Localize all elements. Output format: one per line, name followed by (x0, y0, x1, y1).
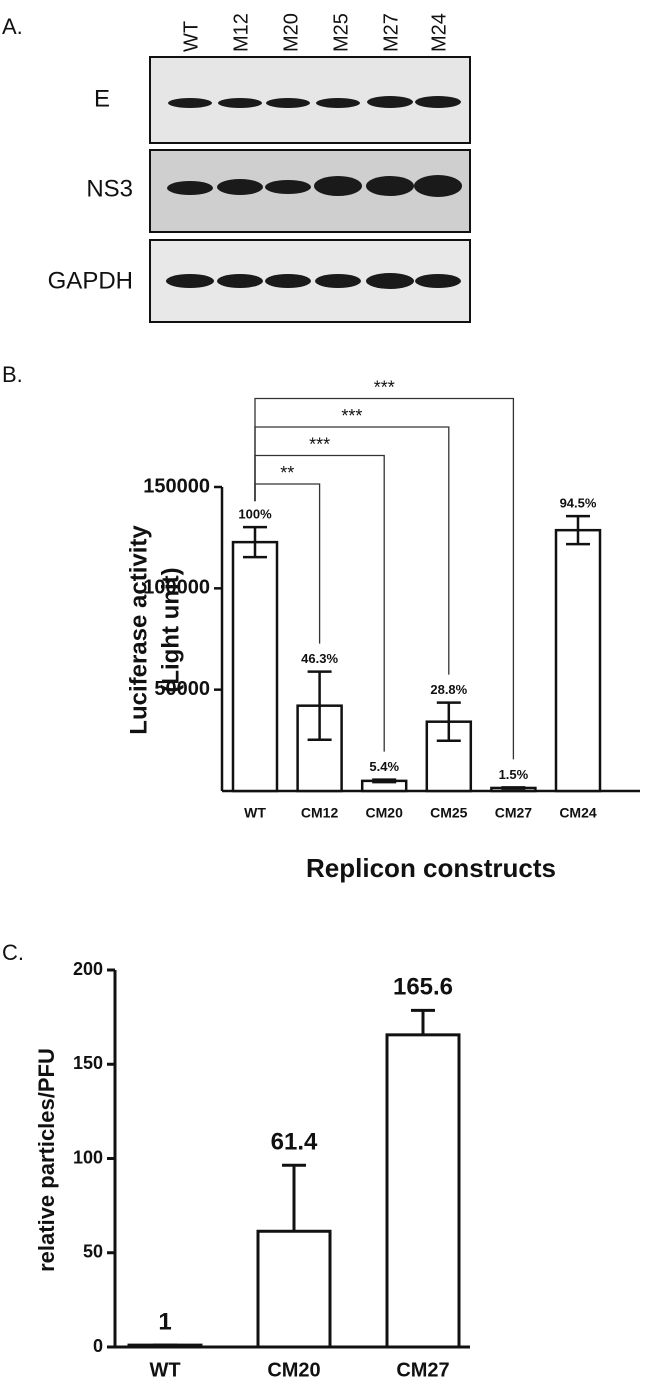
y-tick-label: 100 (73, 1147, 103, 1167)
blot-lanes: WT M12 M20 M25 M27 M24 (180, 13, 450, 52)
row-label: E (94, 85, 110, 112)
y-tick-label: 100000 (143, 577, 210, 599)
significance-label: ** (280, 463, 294, 483)
row-label: GAPDH (48, 267, 133, 294)
lane-label: M20 (280, 13, 302, 52)
x-tick-label: CM25 (430, 805, 468, 821)
bar (385, 1033, 461, 1349)
y-tick-label: 0 (93, 1336, 103, 1356)
error-bar (372, 778, 397, 784)
x-tick-label: CM20 (366, 805, 404, 821)
error-bar (243, 525, 267, 559)
significance-label: *** (374, 377, 395, 397)
data-label: 61.4 (271, 1129, 318, 1156)
value-annotation: 5.4% (369, 759, 399, 774)
x-tick-label: CM27 (495, 805, 533, 821)
y-axis-title: relative particles/PFU (34, 1048, 59, 1272)
x-axis-title: Replicon constructs (306, 853, 556, 883)
panel-label: B. (2, 362, 23, 387)
y-tick-label: 50 (83, 1242, 103, 1262)
data-label: 1 (158, 1308, 171, 1335)
data-label: 165.6 (393, 974, 453, 1001)
value-annotation: 28.8% (430, 682, 467, 697)
lane-label: WT (180, 21, 202, 52)
error-bar (501, 786, 526, 790)
error-bar (436, 701, 461, 742)
y-tick-label: 200 (73, 959, 103, 979)
value-annotation: 46.3% (301, 651, 338, 666)
value-annotation: 1.5% (499, 767, 529, 782)
significance-label: *** (341, 406, 362, 426)
lane-label: M27 (380, 13, 402, 52)
significance-label: *** (309, 434, 330, 454)
x-tick-label: WT (244, 805, 266, 821)
error-bar (566, 514, 590, 546)
x-tick-label: CM20 (267, 1359, 320, 1381)
value-annotation: 94.5% (560, 496, 597, 511)
error-bar (411, 1008, 435, 1035)
lane-label: M24 (428, 13, 450, 52)
value-annotation: 100% (238, 507, 272, 522)
error-bar (282, 1163, 306, 1232)
y-tick-label: 150000 (143, 475, 210, 497)
x-tick-label: CM24 (559, 805, 597, 821)
bar (554, 528, 602, 793)
bar (256, 1229, 332, 1349)
x-tick-label: CM27 (396, 1359, 449, 1381)
bar (231, 540, 279, 793)
x-tick-label: CM12 (301, 805, 339, 821)
error-bar (307, 670, 332, 741)
y-axis-title: (Light unit) (157, 567, 184, 692)
row-label: NS3 (86, 175, 133, 202)
x-tick-label: WT (149, 1359, 180, 1381)
blot-bands (166, 96, 462, 289)
panel-label: C. (2, 940, 24, 965)
lane-label: M25 (330, 13, 352, 52)
significance-bracket (254, 397, 515, 760)
lane-label: M12 (230, 13, 252, 52)
y-tick-label: 150 (73, 1053, 103, 1073)
y-axis-title: Luciferase activity (125, 525, 152, 735)
y-tick-label: 50000 (154, 678, 210, 700)
panel-label: A. (2, 14, 23, 39)
